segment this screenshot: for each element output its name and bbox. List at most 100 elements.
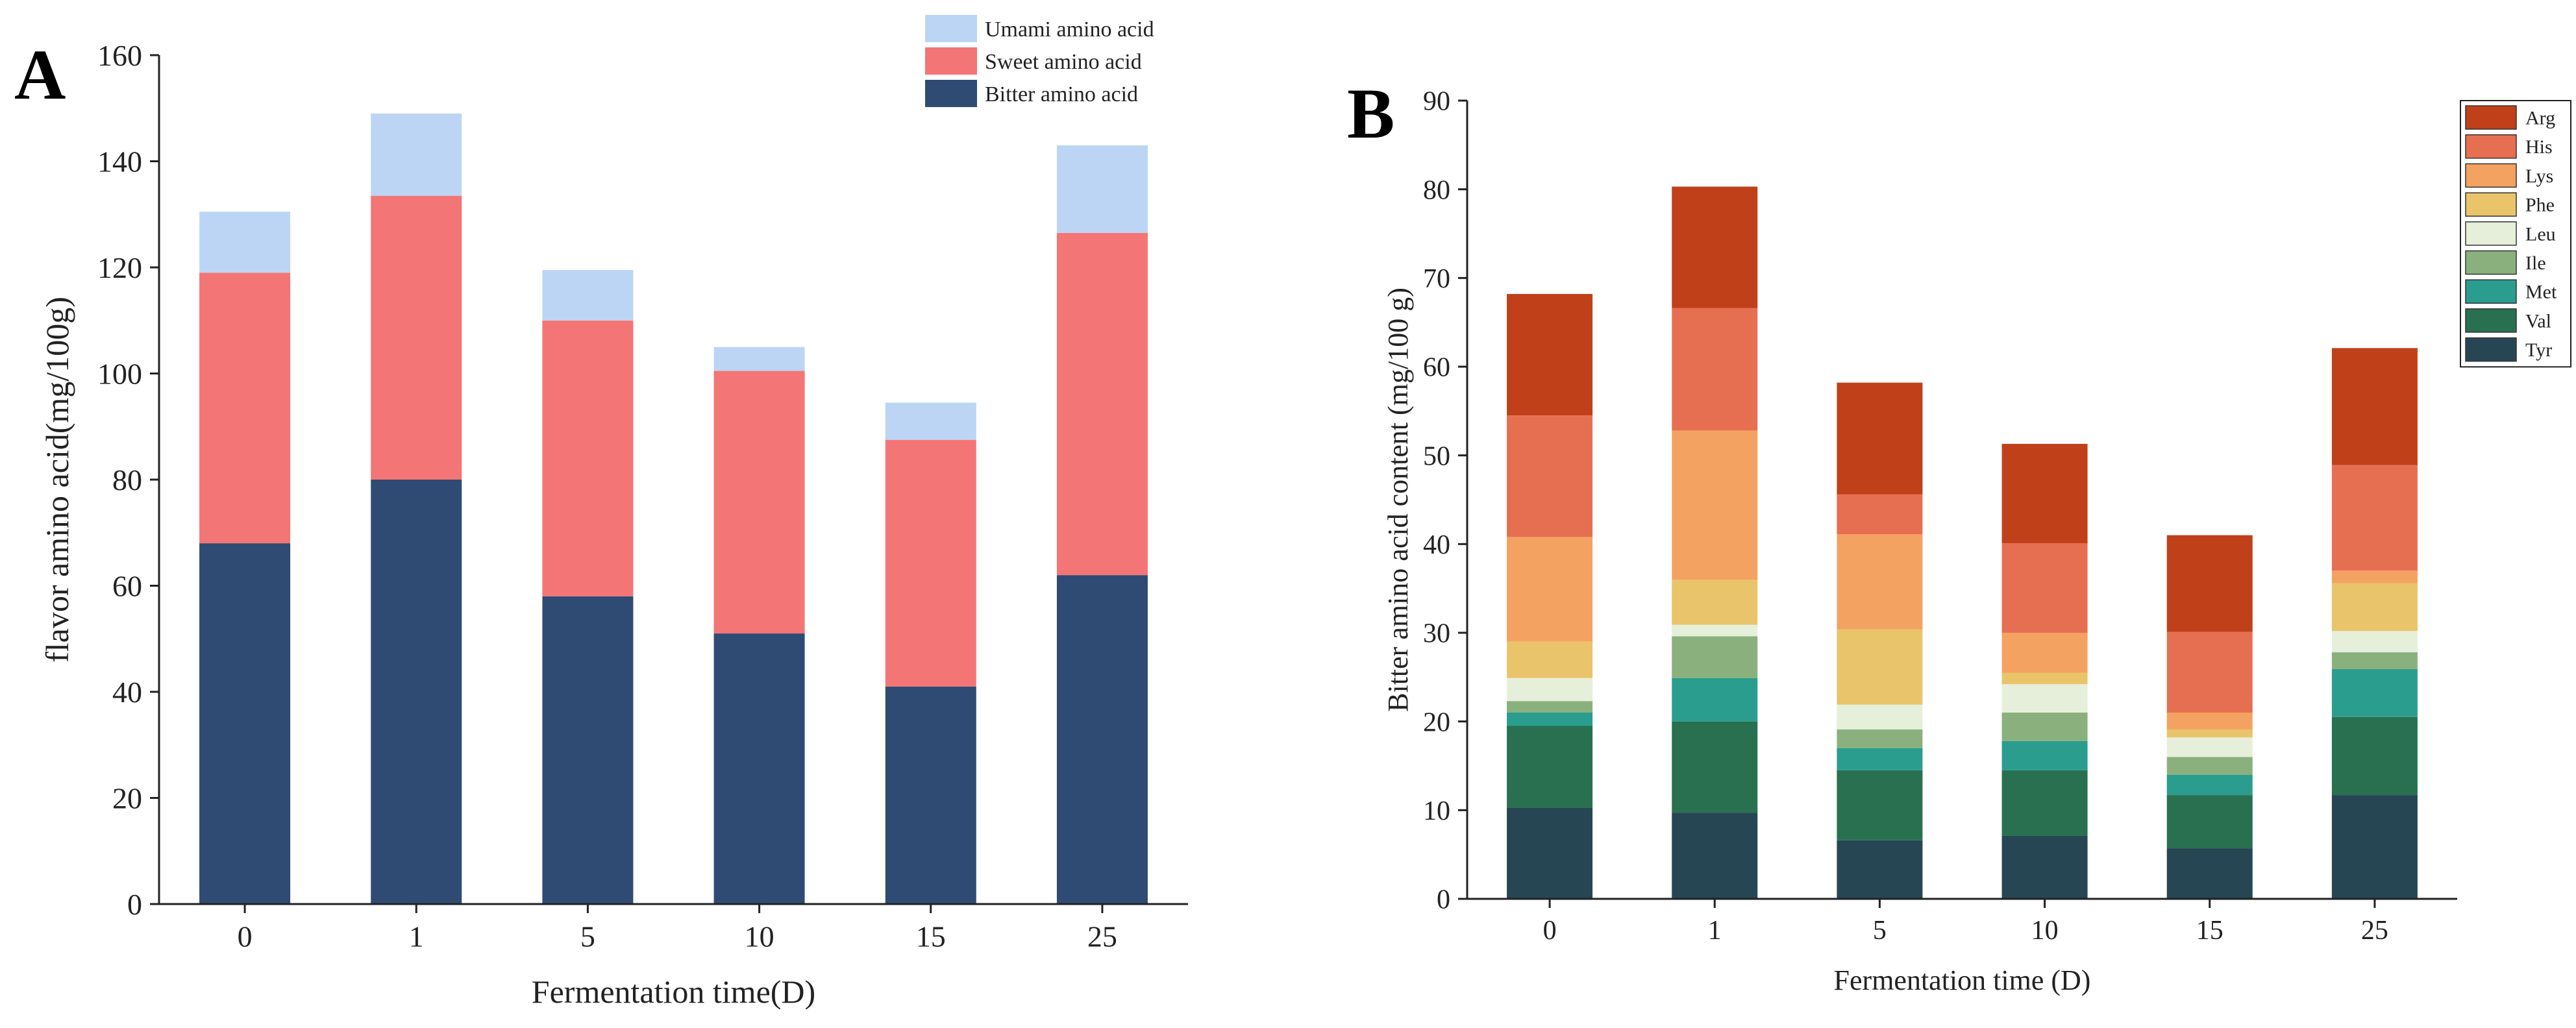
bar-umami-amino-acid-15 [885,402,976,440]
bar-his-1 [1672,308,1758,431]
legend-swatch-lys [2465,163,2517,188]
legend-swatch-val [2465,308,2517,333]
y-tick-label: 70 [1423,264,1450,294]
y-tick-label: 80 [1423,175,1450,205]
bar-ile-1 [1672,636,1758,678]
y-tick-label: 80 [112,463,142,496]
legend-label: Bitter amino acid [985,82,1138,106]
bar-leu-5 [1837,704,1923,729]
bar-his-15 [2166,631,2253,713]
bar-phe-15 [2166,729,2253,738]
legend-label: Sweet amino acid [985,50,1142,74]
bar-tyr-15 [2166,848,2253,899]
legend-swatch-his [2465,134,2517,159]
legend-swatch-sweet-amino-acid [925,47,977,75]
y-tick-label: 50 [1423,441,1450,471]
bar-val-10 [2001,770,2088,836]
y-tick-label: 90 [1423,87,1450,117]
legend-label: Phe [2525,195,2555,216]
bar-ile-0 [1507,701,1593,713]
bar-sweet-amino-acid-0 [199,273,291,544]
bar-tyr-10 [2001,835,2088,899]
bar-bitter-amino-acid-5 [542,596,634,904]
bar-leu-0 [1507,678,1593,702]
x-tick-label: 1 [1708,916,1722,946]
x-tick-label: 5 [580,920,595,953]
bar-his-0 [1507,415,1593,537]
bar-arg-10 [2001,443,2088,543]
bar-arg-15 [2166,535,2253,632]
y-tick-label: 40 [112,676,142,709]
bar-leu-25 [2331,631,2418,653]
legend-swatch-ile [2465,250,2517,275]
bar-lys-10 [2001,633,2088,673]
bar-arg-25 [2331,348,2418,465]
bar-tyr-0 [1507,807,1593,899]
bar-val-1 [1672,721,1758,813]
bar-lys-1 [1672,430,1758,580]
x-tick-label: 10 [2031,916,2059,946]
bar-umami-amino-acid-0 [199,212,291,273]
bar-tyr-5 [1837,840,1923,899]
bar-his-25 [2331,465,2418,571]
bar-lys-15 [2166,713,2253,729]
bar-lys-5 [1837,534,1923,630]
bar-val-25 [2331,716,2418,796]
bar-ile-10 [2001,713,2088,741]
legend-label: Tyr [2525,339,2552,361]
bar-met-5 [1837,748,1923,770]
bar-bitter-amino-acid-1 [371,480,462,904]
legend-swatch-met [2465,279,2517,304]
bar-bitter-amino-acid-25 [1056,575,1148,904]
bar-phe-10 [2001,672,2088,685]
y-tick-label: 60 [112,570,142,603]
legend-label: Lys [2525,165,2553,187]
bar-lys-25 [2331,570,2418,583]
bar-met-25 [2331,669,2418,717]
legend-label: Leu [2525,223,2556,245]
bar-sweet-amino-acid-15 [885,439,976,687]
y-tick-label: 100 [97,358,142,391]
y-tick-label: 20 [1423,707,1450,737]
bar-his-5 [1837,494,1923,535]
x-axis-title: Fermentation time (D) [1834,964,2091,996]
bar-ile-15 [2166,757,2253,775]
legend-label: Met [2525,282,2557,303]
legend-swatch-bitter-amino-acid [925,80,977,107]
legend-swatch-arg [2465,105,2517,130]
bar-umami-amino-acid-10 [713,347,805,371]
x-tick-label: 0 [238,920,253,953]
bar-bitter-amino-acid-0 [199,543,291,904]
bar-leu-15 [2166,737,2253,757]
bar-val-15 [2166,795,2253,849]
bar-sweet-amino-acid-1 [371,195,462,480]
x-tick-label: 5 [1873,916,1887,946]
y-tick-label: 10 [1423,796,1450,826]
y-tick-label: 30 [1423,619,1450,649]
bar-umami-amino-acid-1 [371,113,462,196]
bar-sweet-amino-acid-10 [713,371,805,634]
x-tick-label: 1 [409,920,424,953]
panel-b-label: B [1347,74,1394,153]
y-tick-label: 40 [1423,530,1450,560]
bar-arg-0 [1507,293,1593,416]
x-axis-title: Fermentation time(D) [532,973,815,1010]
bar-ile-25 [2331,652,2418,670]
y-axis-title: Bitter amino acid content (mg/100 g) [1382,288,1414,712]
legend-swatch-leu [2465,221,2517,246]
x-tick-label: 10 [745,920,774,953]
legend-swatch-umami-amino-acid [925,15,977,42]
bar-val-0 [1507,726,1593,808]
bar-val-5 [1837,770,1923,840]
legend-swatch-tyr [2465,337,2517,362]
y-tick-label: 60 [1423,353,1450,383]
bar-sweet-amino-acid-5 [542,320,634,596]
bar-phe-0 [1507,641,1593,678]
y-axis-title: flavor amino acid(mg/100g) [39,297,75,663]
bar-met-0 [1507,713,1593,726]
bar-bitter-amino-acid-15 [885,686,976,904]
bar-sweet-amino-acid-25 [1056,232,1148,576]
bar-arg-1 [1672,186,1758,308]
